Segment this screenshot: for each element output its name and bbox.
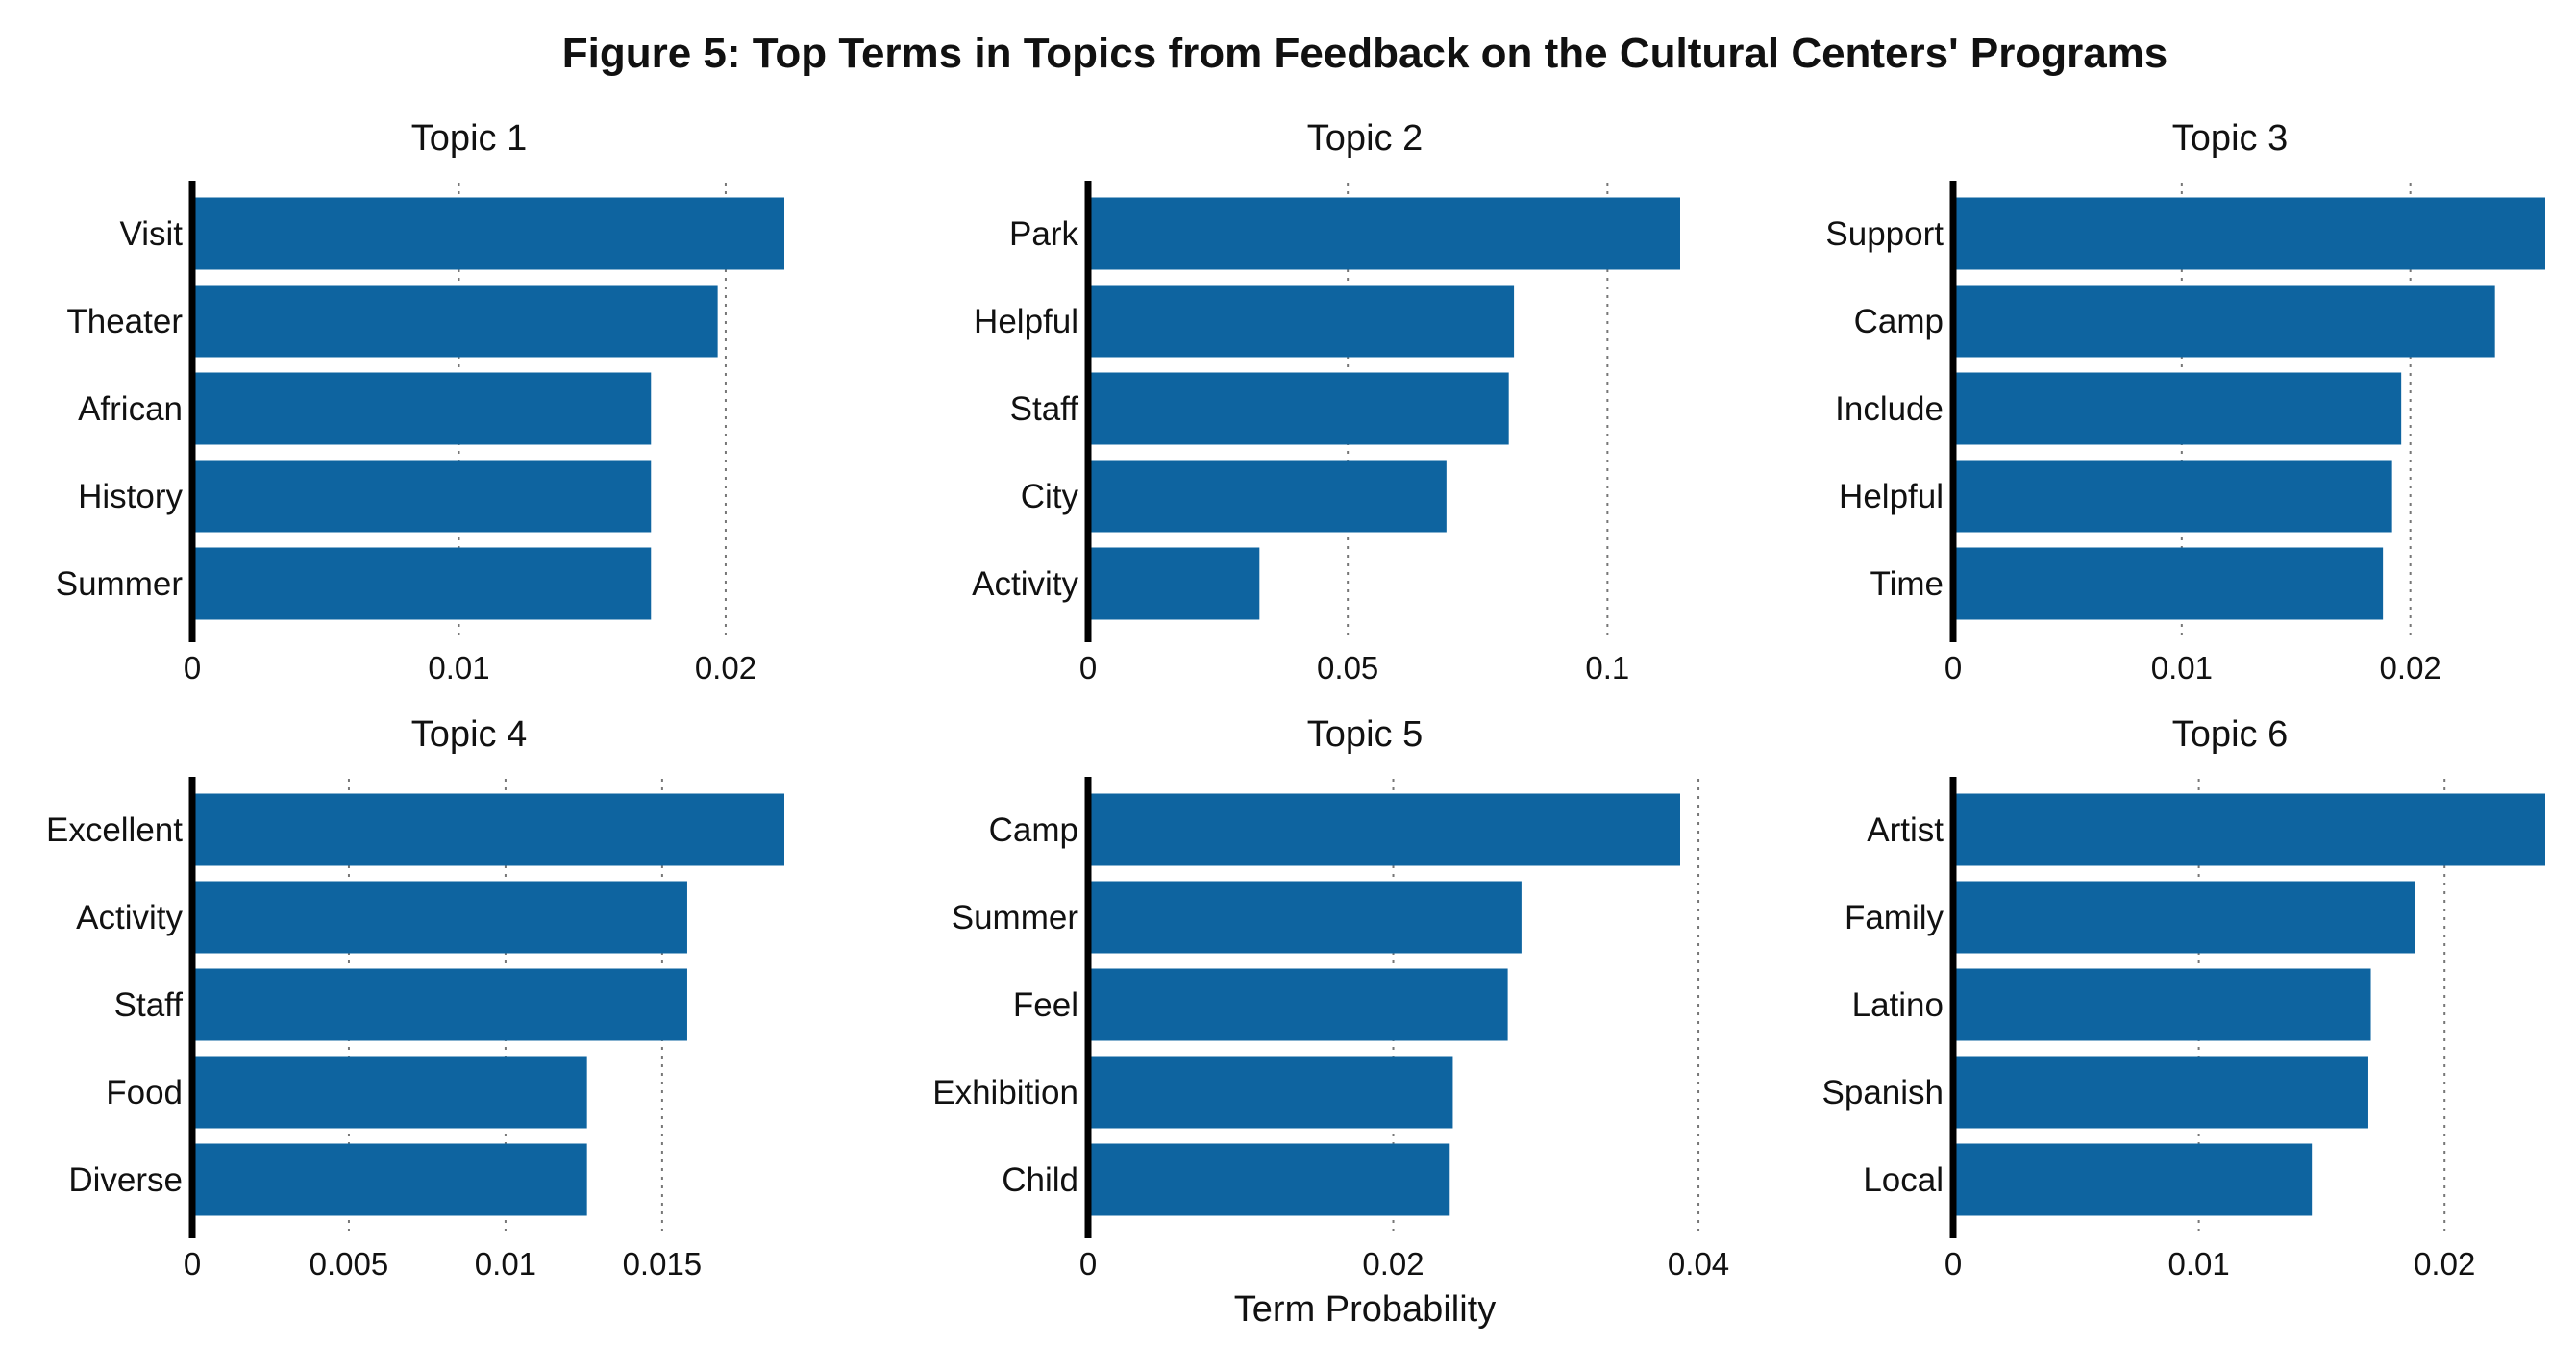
- panel-topic-6: Topic 6 Artist Family Latino Spanish Local 0 0.…: [1822, 714, 2545, 1282]
- category-label: Helpful: [974, 303, 1078, 340]
- category-label: Summer: [952, 899, 1079, 936]
- bar-summer: [192, 547, 652, 620]
- bar-african: [192, 372, 652, 445]
- bar-city: [1088, 460, 1447, 533]
- x-axis-label: Term Probability: [1234, 1289, 1496, 1330]
- category-label: Excellent: [46, 811, 183, 849]
- bar-activity: [1088, 547, 1260, 620]
- bar-exhibition: [1088, 1056, 1453, 1129]
- category-label: Artist: [1867, 811, 1944, 849]
- bar-diverse: [192, 1143, 587, 1216]
- tick-label: 0.02: [2414, 1246, 2475, 1282]
- panel-title: Topic 1: [411, 118, 527, 159]
- figure-title: Figure 5: Top Terms in Topics from Feedb…: [562, 30, 2168, 77]
- category-label: Spanish: [1822, 1074, 1944, 1111]
- category-label: Food: [106, 1074, 183, 1111]
- category-label: Latino: [1852, 986, 1944, 1024]
- tick-label: 0.01: [2167, 1246, 2229, 1282]
- bar-spanish: [1953, 1056, 2368, 1129]
- bar-park: [1088, 197, 1680, 270]
- tick-label: 0: [1944, 1246, 1962, 1282]
- bar-camp: [1088, 793, 1680, 866]
- tick-label: 0.1: [1585, 650, 1629, 685]
- category-label: City: [1021, 478, 1079, 515]
- tick-label: 0: [1079, 650, 1097, 685]
- bar-helpful: [1088, 285, 1515, 358]
- tick-label: 0.01: [475, 1246, 536, 1282]
- category-label: Support: [1825, 215, 1944, 253]
- panel-topic-4: Topic 4 Excellent Activity Staff Food Diverse…: [46, 714, 784, 1282]
- tick-label: 0: [184, 650, 201, 685]
- bar-latino: [1953, 968, 2371, 1041]
- bar-helpful: [1953, 460, 2392, 533]
- bar-time: [1953, 547, 2384, 620]
- panel-title: Topic 5: [1307, 714, 1423, 755]
- tick-label: 0.04: [1668, 1246, 1729, 1282]
- bar-theater: [192, 285, 718, 358]
- bar-camp: [1953, 285, 2495, 358]
- tick-label: 0.02: [1362, 1246, 1424, 1282]
- panel-title: Topic 6: [2172, 714, 2288, 755]
- bar-child: [1088, 1143, 1450, 1216]
- tick-label: 0.02: [695, 650, 756, 685]
- panel-title: Topic 3: [2172, 118, 2288, 159]
- bar-local: [1953, 1143, 2313, 1216]
- category-label: Include: [1835, 390, 1944, 428]
- bar-visit: [192, 197, 784, 270]
- tick-label: 0: [184, 1246, 201, 1282]
- bar-support: [1953, 197, 2545, 270]
- bar-history: [192, 460, 652, 533]
- panel-topic-3: Topic 3 Support Camp Include Helpful Time 0 0.0…: [1825, 118, 2545, 685]
- category-label: Staff: [114, 986, 184, 1024]
- bar-food: [192, 1056, 587, 1129]
- category-label: Exhibition: [932, 1074, 1078, 1111]
- panel-topic-2: Topic 2 Park Helpful Staff City Activity 0 0.05…: [972, 118, 1680, 685]
- bar-artist: [1953, 793, 2545, 866]
- panel-title: Topic 4: [411, 714, 527, 755]
- category-label: Camp: [1854, 303, 1944, 340]
- category-label: Helpful: [1839, 478, 1944, 515]
- tick-label: 0: [1079, 1246, 1097, 1282]
- tick-label: 0.005: [310, 1246, 389, 1282]
- bar-excellent: [192, 793, 784, 866]
- tick-label: 0.01: [428, 650, 489, 685]
- category-label: Child: [1002, 1161, 1078, 1199]
- category-label: Local: [1863, 1161, 1944, 1199]
- bar-staff: [1088, 372, 1509, 445]
- category-label: Feel: [1013, 986, 1078, 1024]
- tick-label: 0.01: [2151, 650, 2213, 685]
- panel-topic-5: Topic 5 Camp Summer Feel Exhibition Child 0 0.0…: [932, 714, 1729, 1282]
- tick-label: 0.015: [623, 1246, 703, 1282]
- category-label: Camp: [989, 811, 1078, 849]
- category-label: Activity: [76, 899, 183, 936]
- bar-include: [1953, 372, 2402, 445]
- category-label: Time: [1870, 565, 1944, 603]
- bar-feel: [1088, 968, 1508, 1041]
- category-label: Theater: [66, 303, 183, 340]
- category-label: Visit: [120, 215, 184, 253]
- category-label: African: [78, 390, 183, 428]
- category-label: Park: [1009, 215, 1078, 253]
- category-label: Family: [1845, 899, 1944, 936]
- panel-title: Topic 2: [1307, 118, 1423, 159]
- category-label: Activity: [972, 565, 1078, 603]
- tick-label: 0.05: [1317, 650, 1378, 685]
- bar-activity: [192, 881, 687, 954]
- bar-summer: [1088, 881, 1522, 954]
- category-label: Summer: [56, 565, 184, 603]
- bar-staff: [192, 968, 687, 1041]
- bar-family: [1953, 881, 2415, 954]
- category-label: Diverse: [68, 1161, 183, 1199]
- panels: Topic 1 Visit Theater African History Summer 0…: [46, 118, 2545, 1282]
- panel-topic-1: Topic 1 Visit Theater African History Summer 0…: [56, 118, 784, 685]
- tick-label: 0: [1944, 650, 1962, 685]
- category-label: History: [78, 478, 183, 515]
- tick-label: 0.02: [2380, 650, 2441, 685]
- category-label: Staff: [1010, 390, 1079, 428]
